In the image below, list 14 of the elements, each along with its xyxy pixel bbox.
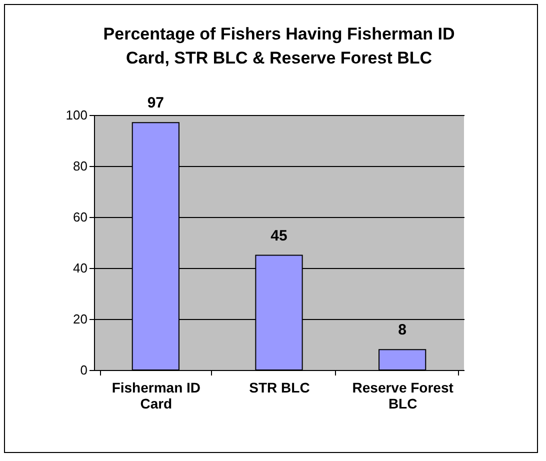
y-tick-label: 60 [73,210,88,224]
data-label: 45 [270,227,288,244]
y-tick-label: 0 [80,362,88,378]
data-label: 97 [147,94,164,112]
chart-title: Percentage of Fishers Having Fisherman ID Card, STR BLC & Reserve Forest BLC [103,24,455,68]
y-tick-label: 100 [66,108,88,122]
x-tick-label: Reserve Forest BLC [352,380,454,412]
x-tick-label: Fisherman ID Card [112,380,201,412]
y-tick-label: 20 [73,312,88,326]
x-tick-label: STR BLC [249,380,310,396]
y-tick-label: 40 [73,260,88,276]
y-tick-label: 80 [73,158,88,174]
bar [378,349,426,370]
data-label: 8 [398,322,407,339]
